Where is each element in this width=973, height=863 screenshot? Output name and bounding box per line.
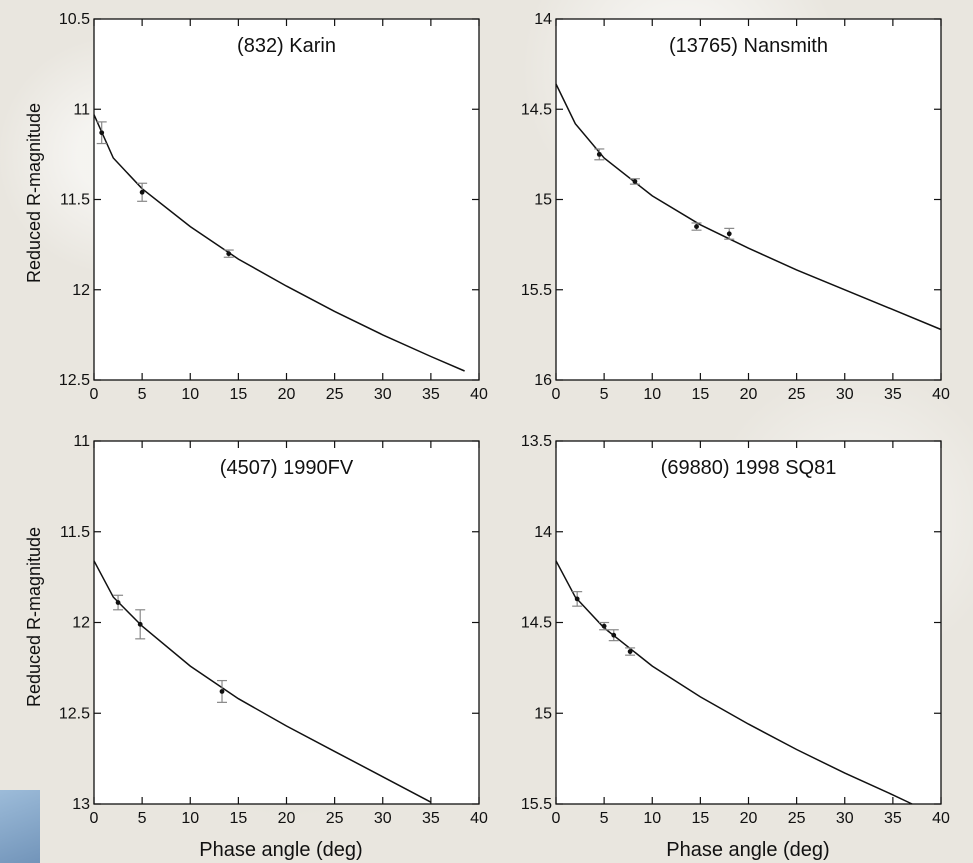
x-tick-label: 15 xyxy=(691,810,709,827)
x-tick-label: 30 xyxy=(836,386,854,403)
y-tick-label: 15.5 xyxy=(521,282,552,299)
data-point xyxy=(694,224,699,229)
y-tick-label: 14.5 xyxy=(521,615,552,632)
x-tick-label: 40 xyxy=(470,810,488,827)
panel-title: (69880) 1998 SQ81 xyxy=(661,457,837,479)
phase-curve xyxy=(555,560,913,805)
x-tick-label: 15 xyxy=(691,386,709,403)
x-tick-label: 10 xyxy=(181,386,199,403)
data-point xyxy=(596,151,602,157)
x-tick-label: 5 xyxy=(600,810,609,827)
phase-curve xyxy=(555,83,942,331)
x-tick-label: 35 xyxy=(422,810,440,827)
data-point xyxy=(226,251,232,257)
x-tick-label: 25 xyxy=(326,810,344,827)
x-tick-label: 15 xyxy=(229,810,247,827)
y-tick-label: 12 xyxy=(72,282,90,299)
y-tick-label: 12 xyxy=(72,615,90,632)
x-tick-label: 20 xyxy=(278,810,296,827)
data-point xyxy=(726,231,732,237)
x-tick-label: 25 xyxy=(326,386,344,403)
y-tick-label: 10.5 xyxy=(59,11,90,28)
x-tick-label: 35 xyxy=(884,386,902,403)
y-tick-label: 12.5 xyxy=(59,372,90,389)
x-tick-label: 40 xyxy=(932,386,950,403)
plot-frame xyxy=(93,18,480,381)
y-tick-label: 14 xyxy=(534,11,552,28)
x-tick-label: 35 xyxy=(422,386,440,403)
x-tick-label: 5 xyxy=(138,386,147,403)
x-tick-label: 10 xyxy=(181,810,199,827)
plot-frame xyxy=(555,440,942,805)
x-tick-label: 0 xyxy=(90,386,99,403)
panel-title: (4507) 1990FV xyxy=(220,457,354,479)
x-tick-label: 10 xyxy=(643,386,661,403)
x-tick-label: 20 xyxy=(740,810,758,827)
x-tick-label: 25 xyxy=(788,386,806,403)
panel-title: (13765) Nansmith xyxy=(669,35,828,57)
y-tick-label: 11.5 xyxy=(60,192,90,209)
y-tick-label: 14 xyxy=(534,524,552,541)
x-tick-label: 5 xyxy=(600,386,609,403)
y-tick-label: 15 xyxy=(534,705,552,722)
figure-xlabel-left: Phase angle (deg) xyxy=(199,839,362,861)
corner-decoration xyxy=(0,790,40,863)
panel-title: (832) Karin xyxy=(237,35,336,57)
data-point xyxy=(627,649,633,654)
y-tick-label: 16 xyxy=(534,372,552,389)
y-tick-label: 11 xyxy=(73,101,90,118)
x-tick-label: 30 xyxy=(374,810,392,827)
y-tick-label: 14.5 xyxy=(521,101,552,118)
data-point xyxy=(601,623,607,629)
y-tick-label: 13 xyxy=(72,796,90,813)
x-tick-label: 5 xyxy=(138,810,147,827)
y-tick-label: 15 xyxy=(534,192,552,209)
data-point xyxy=(611,632,617,638)
figure-ylabel-bottom: Reduced R-magnitude xyxy=(24,527,44,707)
x-tick-label: 30 xyxy=(836,810,854,827)
plot-frame xyxy=(555,18,942,381)
y-tick-label: 11.5 xyxy=(60,524,90,541)
chart-panel-4: 0 5 10 15 20 25 30 35 40 13.5 14 14.5 15 15.5 (69880) … xyxy=(521,433,950,827)
data-point xyxy=(632,179,638,184)
y-tick-label: 12.5 xyxy=(59,705,90,722)
chart-panel-1: 0 5 10 15 20 25 30 35 40 10.5 11 11.5 12 12.5 (832) Ka… xyxy=(59,11,488,403)
data-point xyxy=(139,189,145,195)
y-tick-label: 13.5 xyxy=(521,433,552,450)
chart-panel-2: 0 5 10 15 20 25 30 35 40 14 14.5 15 15.5 16 (13765) Na… xyxy=(521,11,950,403)
x-tick-label: 25 xyxy=(788,810,806,827)
x-tick-label: 20 xyxy=(740,386,758,403)
plot-frame xyxy=(93,440,480,805)
data-point xyxy=(574,596,580,602)
y-tick-label: 11 xyxy=(73,433,90,450)
x-tick-label: 40 xyxy=(470,386,488,403)
x-tick-label: 35 xyxy=(884,810,902,827)
x-tick-label: 40 xyxy=(932,810,950,827)
data-point xyxy=(99,130,105,136)
data-point xyxy=(137,621,143,627)
x-tick-label: 10 xyxy=(643,810,661,827)
phase-curve xyxy=(93,560,432,803)
x-tick-label: 0 xyxy=(552,386,561,403)
y-tick-label: 15.5 xyxy=(521,796,552,813)
x-tick-label: 30 xyxy=(374,386,392,403)
data-point xyxy=(115,600,121,605)
chart-panel-3: 0 5 10 15 20 25 30 35 40 11 11.5 12 12.5 13 (4507) 199… xyxy=(59,433,488,827)
x-tick-label: 0 xyxy=(552,810,561,827)
x-tick-label: 15 xyxy=(229,386,247,403)
x-tick-label: 20 xyxy=(278,386,296,403)
figure-ylabel-top: Reduced R-magnitude xyxy=(24,103,44,283)
figure-xlabel-right: Phase angle (deg) xyxy=(666,839,829,861)
data-point xyxy=(219,689,225,694)
x-tick-label: 0 xyxy=(90,810,99,827)
phase-curve xyxy=(93,114,465,372)
